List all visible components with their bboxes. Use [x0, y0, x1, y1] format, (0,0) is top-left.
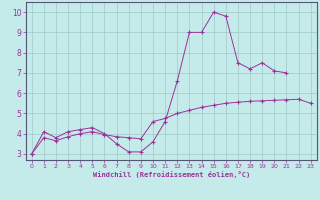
X-axis label: Windchill (Refroidissement éolien,°C): Windchill (Refroidissement éolien,°C) — [92, 171, 250, 178]
